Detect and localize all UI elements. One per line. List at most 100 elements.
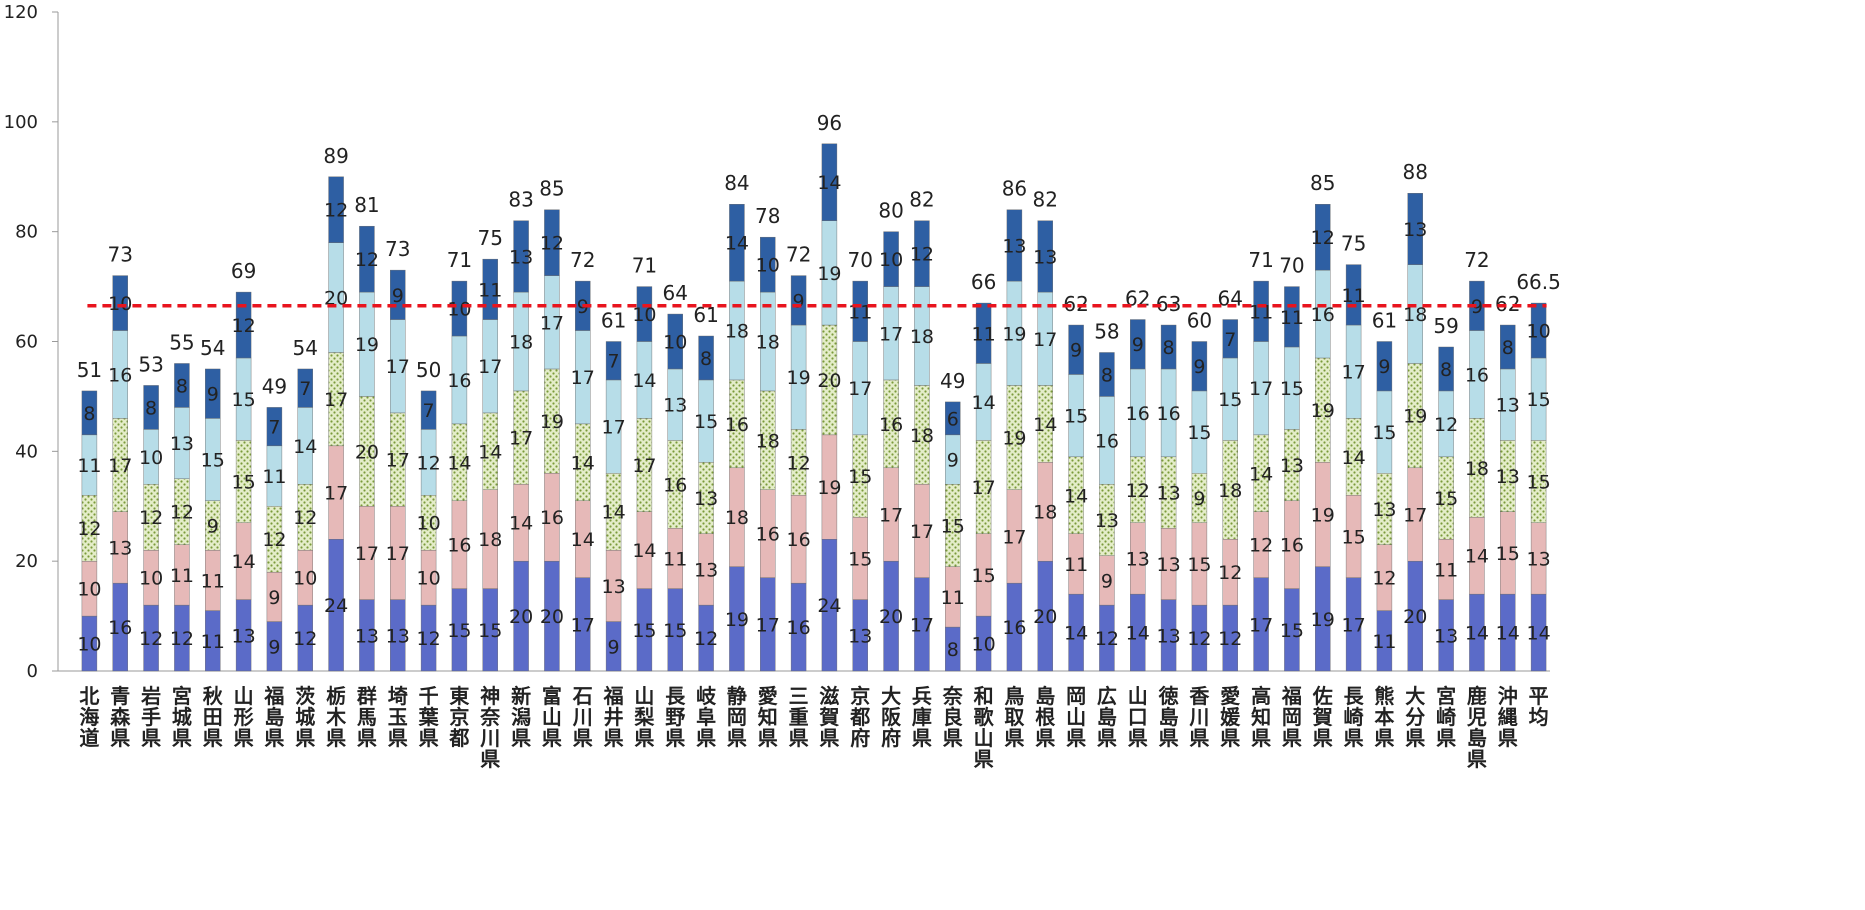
x-category-label: 県 [203, 726, 223, 750]
total-label: 62 [1495, 292, 1520, 316]
x-category-label: 大 [1405, 684, 1425, 708]
segment-label: 16 [447, 535, 471, 557]
segment-label: 20 [509, 606, 533, 628]
x-category-label: 県 [1282, 726, 1302, 750]
bar-segment [544, 209, 560, 276]
x-category-label: 島 [264, 705, 284, 729]
bar-segment [205, 368, 221, 419]
segment-label: 12 [355, 249, 379, 271]
segment-label: 20 [540, 606, 564, 628]
segment-label: 18 [910, 425, 934, 447]
bar-segment [1068, 324, 1084, 375]
segment-label: 14 [1465, 546, 1489, 568]
segment-label: 14 [971, 392, 995, 414]
total-label: 96 [817, 111, 842, 135]
segment-label: 9 [207, 515, 219, 537]
bar-segment [328, 176, 344, 243]
segment-label: 19 [1311, 400, 1335, 422]
x-category-label: 阪 [881, 705, 902, 729]
x-category-label: 県 [1189, 726, 1209, 750]
x-category-label: 府 [850, 726, 870, 750]
x-category-label: 岐 [696, 684, 716, 708]
segment-label: 13 [694, 488, 718, 510]
segment-label: 16 [1156, 403, 1180, 425]
segment-label: 13 [1002, 235, 1026, 257]
segment-label: 11 [201, 570, 225, 592]
bar-segment [1376, 341, 1393, 392]
x-category-label: 県 [511, 726, 531, 750]
segment-label: 14 [1249, 463, 1273, 485]
segment-label: 10 [756, 255, 780, 277]
bar-segment [1037, 220, 1053, 293]
segment-label: 14 [1033, 414, 1057, 436]
segment-label: 10 [447, 299, 471, 321]
segment-label: 20 [879, 606, 903, 628]
segment-label: 12 [324, 200, 348, 222]
segment-label: 15 [971, 565, 995, 587]
y-tick-label: 100 [4, 112, 38, 133]
bar-segment [975, 302, 992, 364]
x-category-label: 秋 [203, 684, 224, 708]
segment-label: 12 [1434, 414, 1458, 436]
segment-label: 15 [1187, 554, 1211, 576]
segment-label: 17 [386, 450, 410, 472]
segment-label: 13 [1156, 483, 1180, 505]
x-category-label: 県 [295, 726, 315, 750]
segment-label: 15 [1187, 422, 1211, 444]
x-category-label: 良 [943, 705, 963, 729]
segment-label: 17 [1002, 526, 1026, 548]
segment-label: 24 [324, 595, 348, 617]
y-tick-label: 0 [27, 661, 38, 682]
segment-label: 14 [601, 502, 625, 524]
x-category-label: 愛 [758, 684, 778, 708]
x-category-label: 京 [449, 705, 469, 729]
x-category-label: 兵 [912, 684, 932, 708]
x-category-label: 青 [110, 684, 130, 708]
total-label: 61 [1372, 309, 1397, 333]
segment-label: 9 [392, 285, 404, 307]
x-category-label: 県 [264, 726, 284, 750]
x-category-label: 香 [1189, 684, 1210, 708]
segment-label: 17 [601, 417, 625, 439]
segment-label: 18 [1218, 480, 1242, 502]
segment-label: 19 [786, 367, 810, 389]
segment-label: 19 [1311, 504, 1335, 526]
total-label: 73 [108, 243, 133, 267]
segment-label: 18 [478, 529, 502, 551]
total-label: 64 [663, 281, 688, 305]
x-category-label: 岡 [1066, 684, 1086, 708]
x-category-label: 県 [1066, 726, 1086, 750]
x-category-label: 東 [449, 684, 469, 708]
x-category-label: 県 [974, 747, 994, 771]
x-category-label: 県 [1159, 726, 1179, 750]
segment-label: 15 [1526, 389, 1550, 411]
x-category-label: 馬 [357, 705, 377, 729]
bar-segment [1315, 204, 1331, 271]
segment-label: 9 [1471, 296, 1483, 318]
segment-label: 8 [176, 375, 188, 397]
bar-segment [359, 225, 375, 293]
total-label: 58 [1094, 319, 1119, 343]
segment-label: 12 [293, 628, 317, 650]
x-category-label: 重 [789, 705, 809, 729]
segment-label: 10 [632, 304, 656, 326]
x-category-label: 川 [572, 705, 593, 729]
segment-label: 15 [1341, 526, 1365, 548]
segment-label: 15 [447, 620, 471, 642]
segment-label: 17 [1341, 614, 1365, 636]
segment-label: 16 [108, 364, 132, 386]
segment-label: 11 [478, 279, 502, 301]
segment-label: 14 [478, 441, 502, 463]
x-category-label: 賀 [1312, 705, 1333, 729]
segment-label: 13 [509, 246, 533, 268]
segment-label: 13 [1126, 548, 1150, 570]
segment-label: 16 [108, 617, 132, 639]
x-category-label: 神 [480, 684, 500, 708]
segment-label: 6 [947, 408, 959, 430]
x-category-label: 和 [974, 684, 994, 708]
x-category-label: 県 [1374, 726, 1394, 750]
total-label: 53 [138, 352, 163, 376]
segment-label: 12 [139, 507, 163, 529]
bar-segment [1284, 286, 1300, 348]
bar-segment [636, 286, 653, 342]
